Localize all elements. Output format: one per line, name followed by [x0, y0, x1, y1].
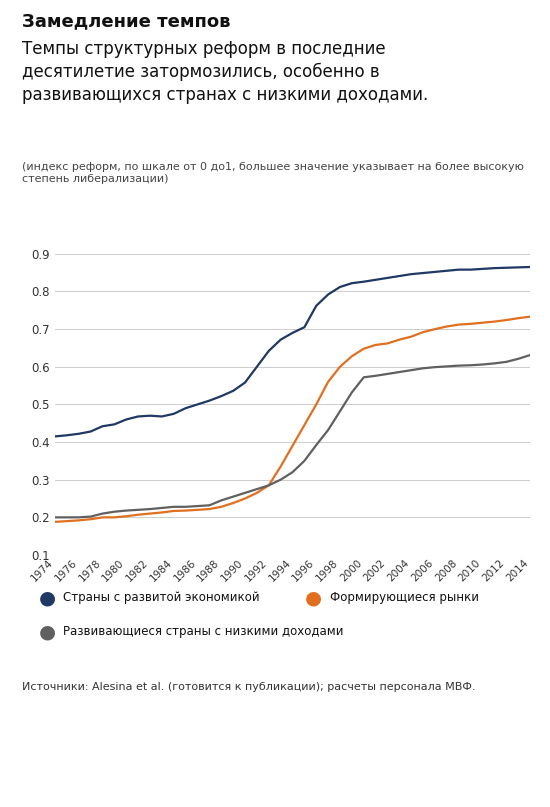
Text: ●: ●	[39, 622, 56, 642]
Text: МЕЖДУНАРОДНЫЙ ВАЛЮТНЫЙ ФОНД: МЕЖДУНАРОДНЫЙ ВАЛЮТНЫЙ ФОНД	[109, 758, 441, 776]
Text: Развивающиеся страны с низкими доходами: Развивающиеся страны с низкими доходами	[63, 625, 344, 638]
Text: ●: ●	[305, 588, 322, 608]
Text: Темпы структурных реформ в последние
десятилетие затормозились, особенно в
разви: Темпы структурных реформ в последние дес…	[22, 40, 428, 104]
Text: Замедление темпов: Замедление темпов	[22, 12, 230, 30]
Text: Формирующиеся рынки: Формирующиеся рынки	[330, 592, 479, 604]
Text: Страны с развитой экономикой: Страны с развитой экономикой	[63, 592, 260, 604]
Text: (индекс реформ, по шкале от 0 до1, большее значение указывает на более высокую
с: (индекс реформ, по шкале от 0 до1, больш…	[22, 162, 524, 185]
Text: ●: ●	[39, 588, 56, 608]
Text: Источники: Alesina et al. (готовится к публикации); расчеты персонала МВФ.: Источники: Alesina et al. (готовится к п…	[22, 682, 476, 692]
